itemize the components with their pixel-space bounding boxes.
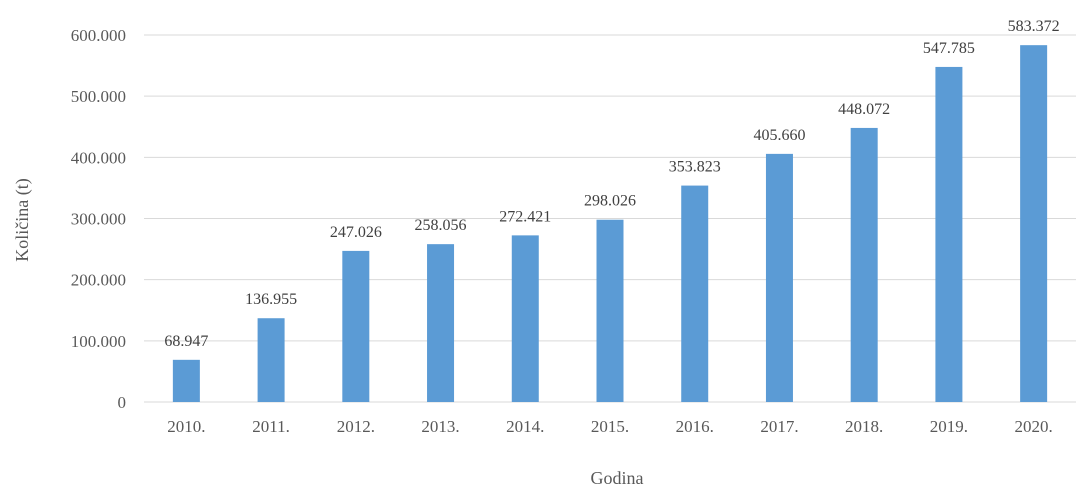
- y-tick-label: 100.000: [71, 332, 126, 351]
- y-tick-label: 400.000: [71, 148, 126, 167]
- x-tick-label: 2016.: [676, 417, 714, 436]
- x-tick-label: 2010.: [167, 417, 205, 436]
- bars: [172, 45, 1048, 403]
- bar: [1020, 45, 1048, 403]
- bar: [511, 235, 539, 402]
- data-label: 405.660: [753, 127, 805, 144]
- x-tick-label: 2017.: [760, 417, 798, 436]
- x-tick-label: 2019.: [930, 417, 968, 436]
- y-axis-ticks: 0 100.000 200.000 300.000 400.000 500.000 600.…: [71, 26, 126, 412]
- x-tick-label: 2018.: [845, 417, 883, 436]
- data-label: 583.372: [1008, 18, 1060, 35]
- data-label: 353.823: [669, 159, 721, 176]
- bar: [850, 127, 878, 402]
- data-label: 258.056: [415, 217, 467, 234]
- y-tick-label: 0: [118, 393, 127, 412]
- bar: [935, 66, 963, 402]
- y-tick-label: 500.000: [71, 87, 126, 106]
- y-tick-label: 300.000: [71, 210, 126, 229]
- x-tick-label: 2014.: [506, 417, 544, 436]
- x-axis-title: Godina: [591, 468, 644, 488]
- y-tick-label: 200.000: [71, 271, 126, 290]
- x-tick-label: 2011.: [252, 417, 290, 436]
- x-tick-label: 2013.: [421, 417, 459, 436]
- y-tick-label: 600.000: [71, 26, 126, 45]
- data-label: 136.955: [245, 291, 297, 308]
- bar: [427, 244, 455, 402]
- data-label: 247.026: [330, 224, 382, 241]
- data-label: 547.785: [923, 40, 975, 57]
- bar: [681, 185, 709, 402]
- bar: [257, 318, 285, 402]
- x-tick-label: 2020.: [1015, 417, 1053, 436]
- x-tick-label: 2012.: [337, 417, 375, 436]
- bar: [342, 250, 370, 402]
- bar: [596, 219, 624, 402]
- data-label: 448.072: [838, 101, 890, 118]
- x-axis-ticks: 2010. 2011. 2012. 2013. 2014. 2015. 2016. 2017.…: [167, 417, 1053, 436]
- data-label: 68.947: [164, 333, 208, 350]
- x-tick-label: 2015.: [591, 417, 629, 436]
- data-label: 272.421: [499, 208, 551, 225]
- data-labels: 68.947 136.955 247.026 258.056 272.421 298.02…: [164, 18, 1059, 350]
- y-axis-title: Količina (t): [12, 178, 33, 261]
- data-label: 298.026: [584, 193, 636, 210]
- bar: [765, 153, 793, 402]
- bar: [172, 359, 200, 402]
